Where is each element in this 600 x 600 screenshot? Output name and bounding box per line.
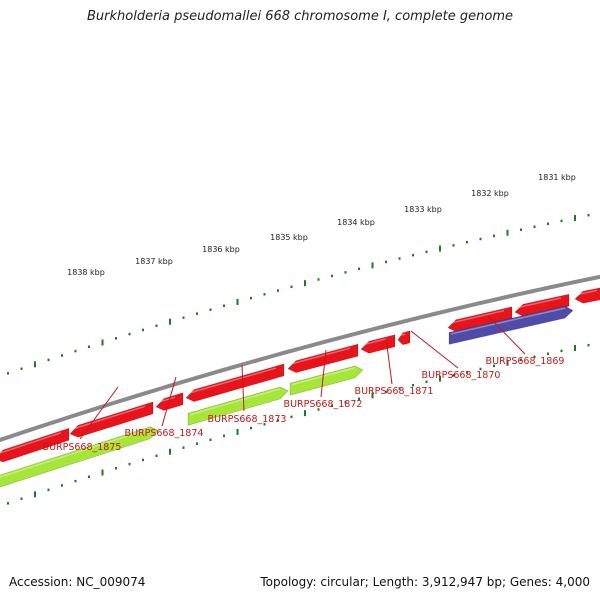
forward-cds-arrow-highlight [449, 309, 505, 324]
outer-tick-track [7, 213, 590, 375]
reverse-cds-arrow[interactable] [289, 365, 364, 396]
forward-cds-arrow[interactable] [514, 293, 570, 317]
map-title: Burkholderia pseudomallei 668 chromosome… [86, 9, 514, 24]
forward-cds-arrow[interactable] [287, 343, 359, 373]
forward-cds-arrow[interactable] [574, 287, 600, 304]
reverse-cds-arrow[interactable] [187, 386, 289, 426]
scale-label: 1837 kbp [135, 257, 173, 266]
gene-label[interactable]: BURPS668_1870 [422, 370, 501, 381]
forward-cds-arrow-highlight [576, 289, 598, 296]
gene-label[interactable]: BURPS668_1873 [208, 414, 287, 425]
forward-cds-arrow[interactable] [155, 392, 184, 411]
forward-cds-arrow-highlight [289, 347, 351, 365]
gene-label-leader-line [320, 349, 327, 398]
gene-label[interactable]: BURPS668_1874 [125, 428, 204, 439]
forward-cds-arrow-highlight [71, 405, 146, 430]
forward-cds-arrow[interactable] [447, 306, 513, 333]
backbone-arc [0, 274, 600, 443]
forward-cds-arrow-highlight [157, 396, 176, 404]
gene-label-leader-line [241, 364, 245, 412]
genome-summary-text: Topology: circular; Length: 3,912,947 bp… [260, 575, 590, 589]
reverse-cds-arrow-highlight [189, 388, 281, 416]
scale-label: 1838 kbp [67, 268, 105, 277]
gene-label-leader-line [79, 386, 119, 440]
gene-label-leader-line [410, 330, 459, 369]
forward-cds-arrow[interactable] [397, 330, 411, 346]
reverse-cds-arrow[interactable] [448, 305, 574, 345]
gene-label[interactable]: BURPS668_1871 [355, 386, 434, 397]
gene-label-leader-line [385, 337, 393, 385]
gene-label-track: BURPS668_1869 BURPS668_1870 BURPS668_1871 B… [43, 315, 565, 453]
forward-cds-arrow[interactable] [0, 427, 70, 463]
forward-cds-arrow-highlight [187, 367, 277, 395]
scale-label-track: 1831 kbp 1832 kbp 1833 kbp 1834 kbp 1835 kbp… [67, 173, 576, 277]
scale-label: 1833 kbp [404, 205, 442, 214]
scale-label: 1836 kbp [202, 245, 240, 254]
scale-label: 1831 kbp [538, 173, 576, 182]
scale-label: 1832 kbp [471, 189, 509, 198]
reverse-cds-arrow[interactable] [0, 426, 159, 489]
gene-label[interactable]: BURPS668_1872 [284, 399, 363, 410]
forward-cds-arrow[interactable] [69, 401, 154, 438]
forward-cds-arrow[interactable] [185, 363, 285, 402]
reverse-cds-arrow-highlight [0, 428, 151, 478]
forward-strand-track [0, 287, 600, 463]
forward-cds-arrow-highlight [362, 337, 388, 346]
gene-label-leader-line [487, 315, 526, 355]
reverse-cds-arrow-highlight [450, 307, 566, 335]
inner-tick-track [7, 343, 590, 505]
gene-label[interactable]: BURPS668_1869 [486, 356, 565, 367]
forward-cds-arrow-highlight [0, 432, 62, 454]
scale-label: 1834 kbp [337, 218, 375, 227]
reverse-strand-track [0, 305, 574, 489]
gene-label[interactable]: BURPS668_1875 [43, 442, 122, 453]
accession-text: Accession: NC_009074 [9, 575, 146, 589]
scale-label: 1835 kbp [270, 233, 308, 242]
gene-label-leader-line [161, 376, 177, 427]
forward-cds-arrow-highlight [516, 297, 562, 309]
forward-cds-arrow-highlight [399, 333, 406, 337]
